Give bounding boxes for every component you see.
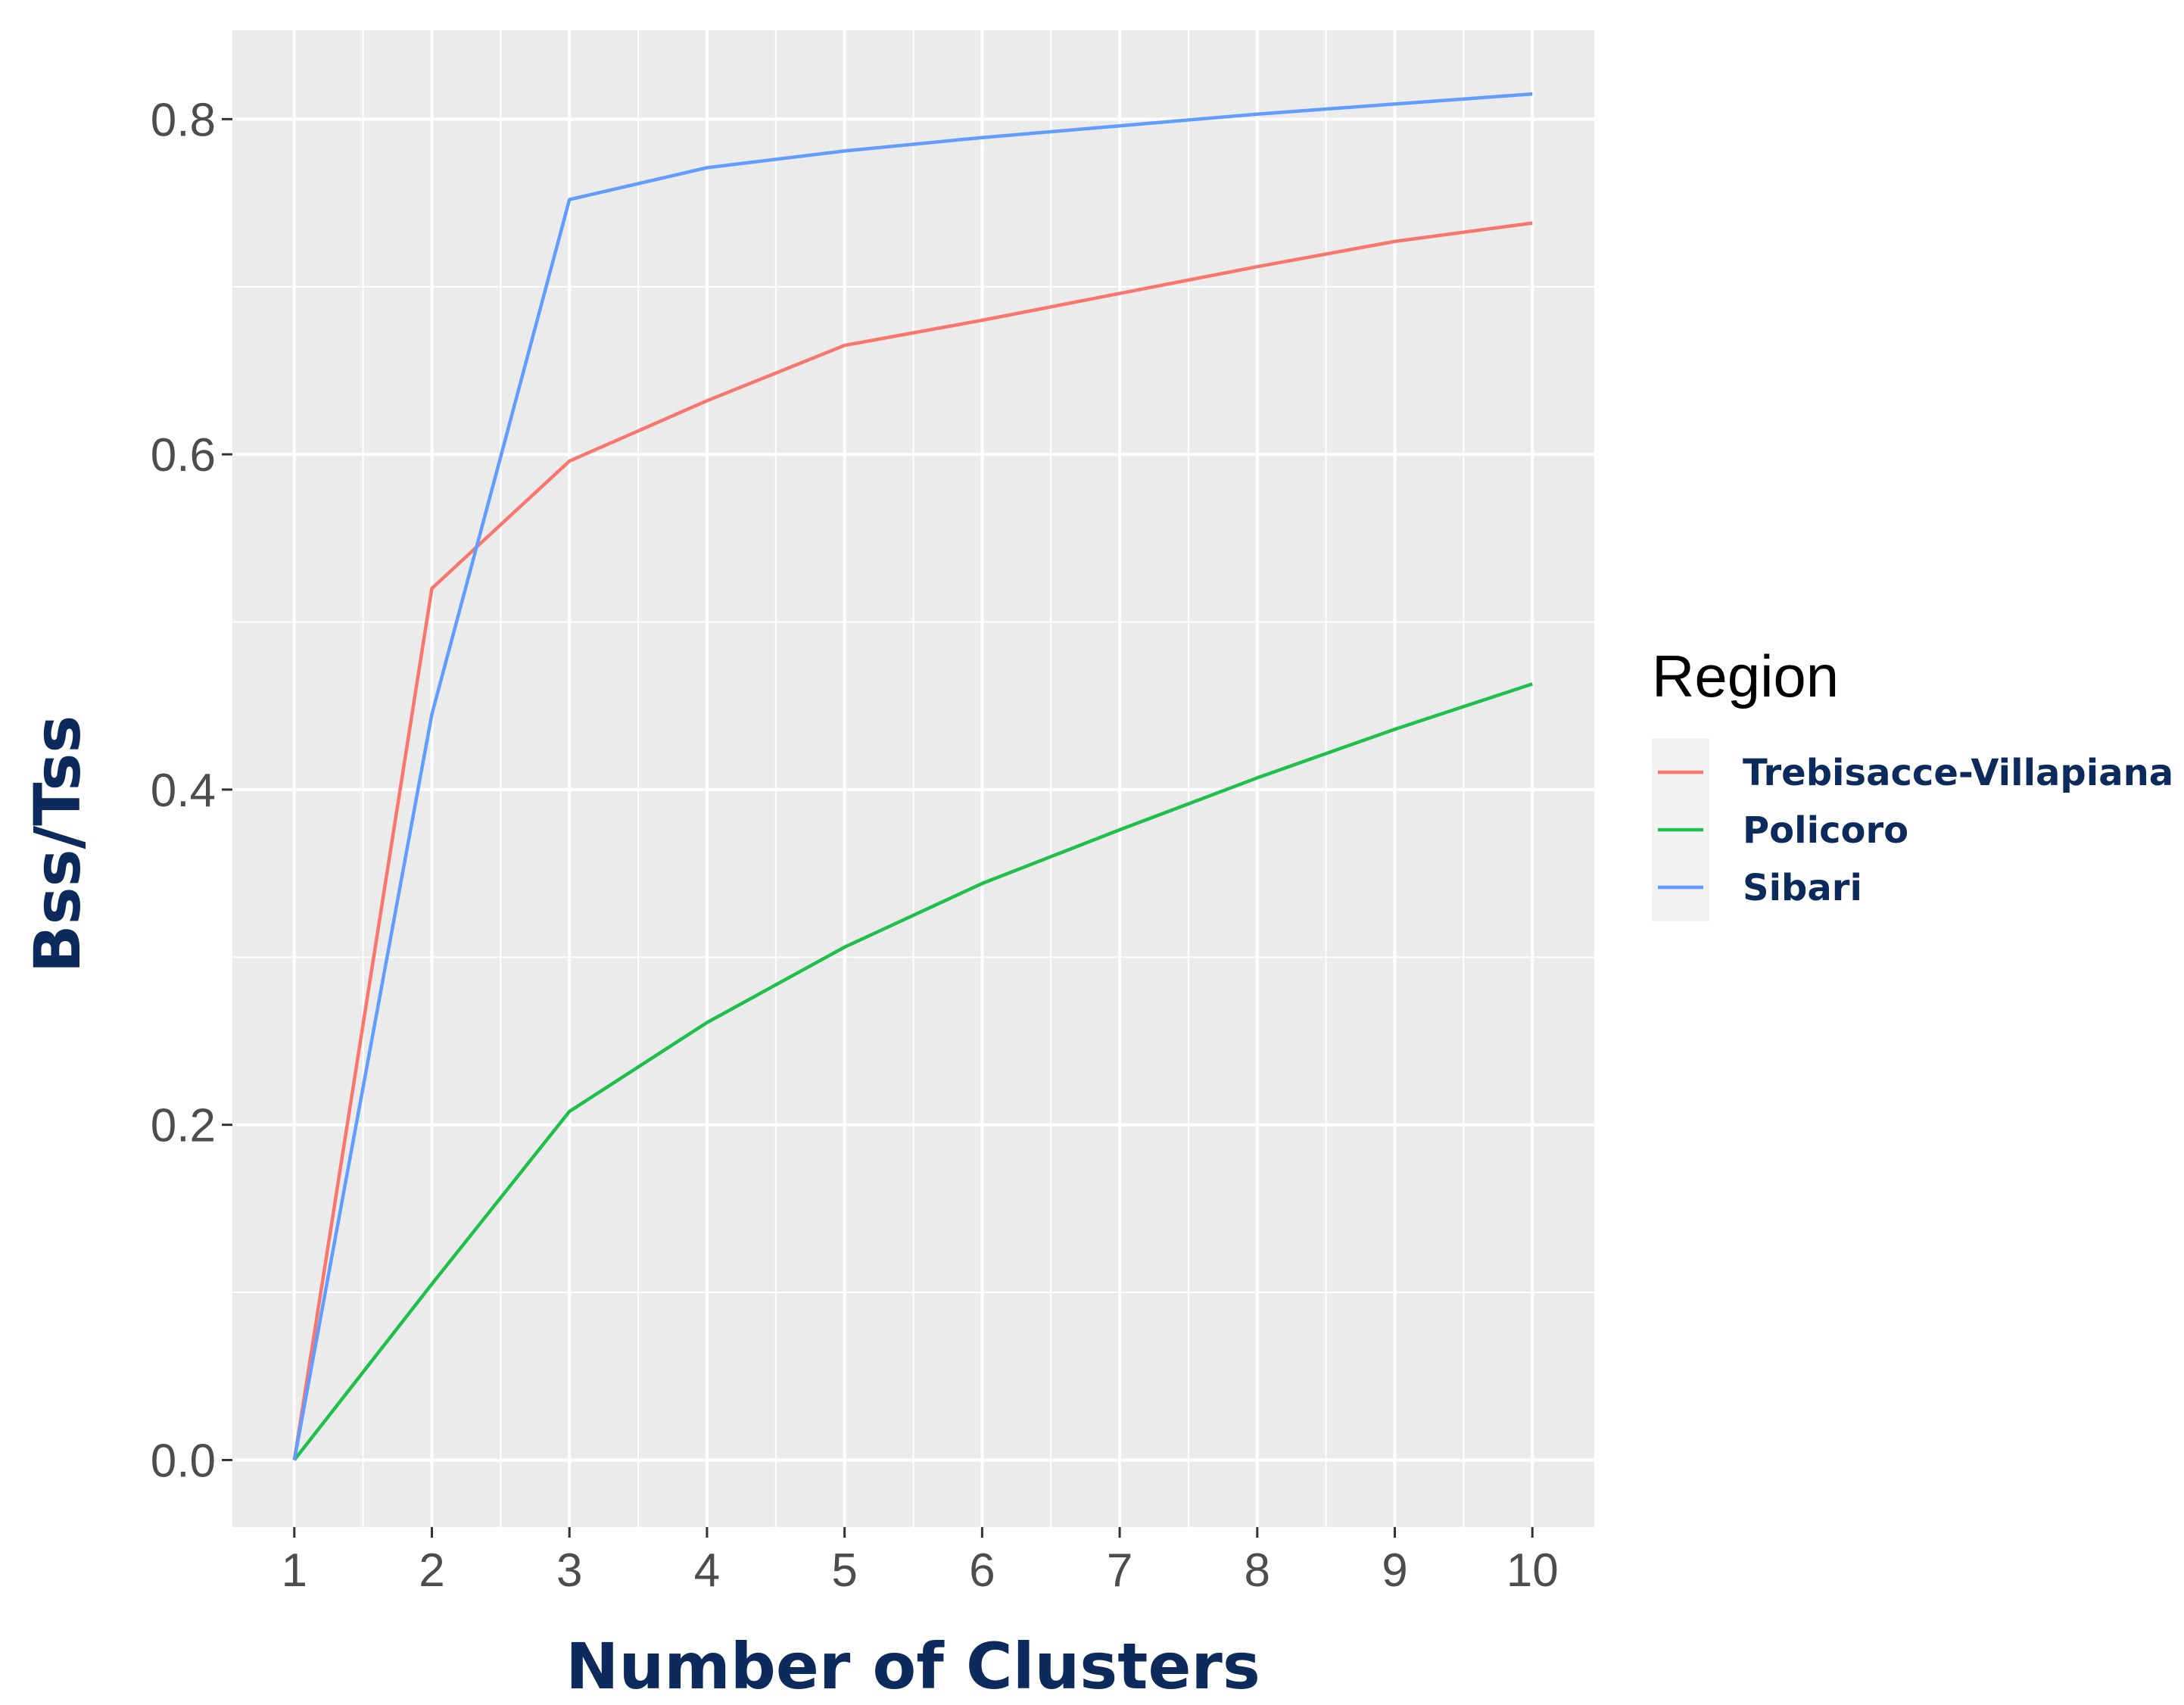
series-line-sibari	[292, 92, 1533, 1460]
legend: Region Trebisacce-Villapiana Policoro Siba…	[1652, 643, 2173, 921]
x-tick-label: 2	[419, 1544, 444, 1597]
x-tick-label: 7	[1107, 1544, 1133, 1597]
x-tick-label: 1	[282, 1544, 307, 1597]
y-tick-label: 0.8	[151, 94, 216, 146]
series-line-policoro	[293, 682, 1533, 1461]
legend-title: Region	[1652, 643, 1839, 709]
y-tick-label: 0.6	[151, 429, 216, 482]
x-tick-label: 10	[1506, 1544, 1559, 1597]
x-tick-label: 5	[831, 1544, 857, 1597]
x-tick-label: 3	[556, 1544, 582, 1597]
y-axis-title: Bss/Tss	[20, 715, 95, 974]
legend-label: Sibari	[1743, 867, 1862, 909]
y-tick-label: 0.0	[151, 1435, 216, 1487]
legend-items: Trebisacce-Villapiana Policoro Sibari	[1658, 752, 2173, 909]
major-gridlines	[232, 30, 1594, 1527]
x-tick-label: 8	[1245, 1544, 1270, 1597]
series-line-trebisacce-villapiana	[292, 221, 1533, 1460]
minor-gridlines	[232, 30, 1594, 1527]
x-tick-label: 4	[694, 1544, 720, 1597]
legend-label: Trebisacce-Villapiana	[1743, 752, 2173, 794]
x-axis-title: Number of Clusters	[565, 1629, 1260, 1703]
x-tick-label: 6	[969, 1544, 995, 1597]
x-tick-label: 9	[1382, 1544, 1407, 1597]
legend-label: Policoro	[1743, 809, 1908, 852]
y-tick-label: 0.4	[151, 765, 216, 817]
y-tick-label: 0.2	[151, 1100, 216, 1152]
series-lines	[292, 92, 1533, 1461]
axis-tick-labels: 1 2 3 4 5 6 7 8 9 10 0.0 0.2 0.4 0.6 0.8	[151, 94, 1559, 1597]
axis-ticks	[222, 117, 1534, 1538]
